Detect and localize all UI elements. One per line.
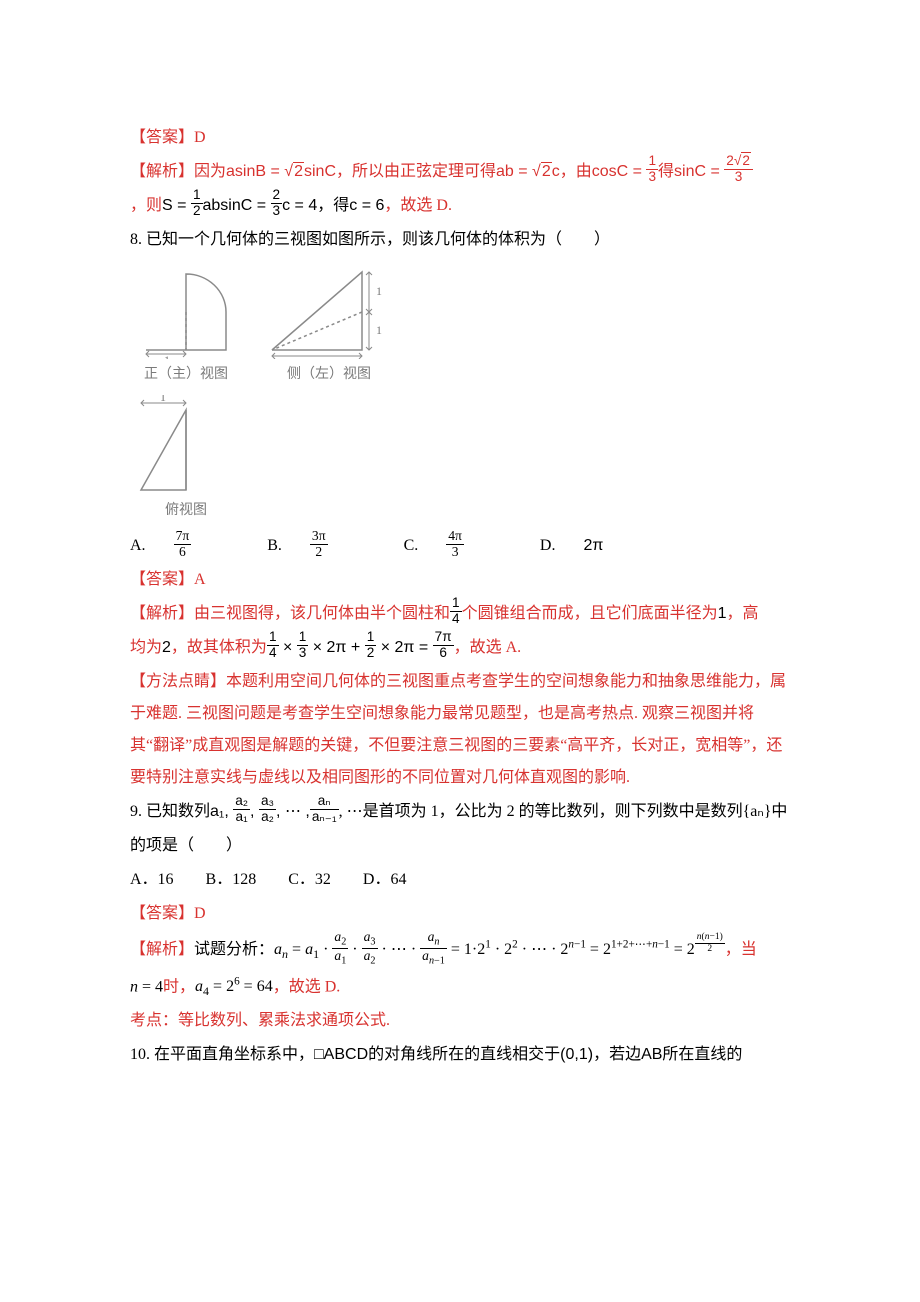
text: 已知数列 <box>146 803 210 820</box>
text: 的对角线所在的直线相交于 <box>368 1046 560 1063</box>
front-view-svg: 1 <box>136 264 236 359</box>
q9-analysis-line2: n = 4时，a4 = 26 = 64，故选 D. <box>130 971 790 1004</box>
eq: S = 12absinC = 23c = 4，得c = 6 <box>162 197 384 214</box>
text: , ⋯是首项为 1，公比为 2 的等比数列，则下列数中是数列{aₙ}中 <box>339 803 788 820</box>
text: 在平面直角坐标系中， <box>154 1046 314 1063</box>
fig-label: 侧（左）视图 <box>264 361 394 389</box>
method-label: 【方法点睛】 <box>130 673 226 690</box>
text: 因为 <box>194 163 226 180</box>
text: ，故其体积为 <box>171 639 267 656</box>
eq: n = 4 <box>130 978 163 995</box>
svg-text:1: 1 <box>376 284 382 298</box>
text: ，若边 <box>593 1046 641 1063</box>
answer-label: 【答案】 <box>130 905 194 922</box>
q8-method: 【方法点睛】本题利用空间几何体的三视图重点考查学生的空间想象能力和抽象思维能力，… <box>130 666 790 794</box>
eq: asinB = 2sinC <box>226 163 336 180</box>
svg-text:1: 1 <box>164 353 170 359</box>
q-text: 已知一个几何体的三视图如图所示，则该几何体的体积为（ ） <box>146 231 610 248</box>
text: 所在直线的 <box>662 1046 742 1063</box>
point: (0,1) <box>560 1046 593 1063</box>
svg-text:2: 2 <box>314 357 320 359</box>
fig-label: 俯视图 <box>136 497 236 525</box>
svg-text:1: 1 <box>376 323 382 337</box>
side-view-svg: 1 1 2 <box>264 264 394 359</box>
answer-label: 【答案】 <box>130 129 194 146</box>
value: 2 <box>162 639 171 656</box>
q-number: 8. <box>130 231 146 248</box>
q9-analysis: 【解析】试题分析：an = a1 · a2a1 · a3a2 · ⋯ · ana… <box>130 932 790 969</box>
text: 均为 <box>130 639 162 656</box>
symbol: AB <box>641 1046 662 1063</box>
text: ，当 <box>725 941 757 958</box>
eq: sinC = 223 <box>674 163 753 180</box>
choice-b: B. 3π2 <box>267 537 375 554</box>
q9-stem-line2: 的项是（ ） <box>130 830 790 862</box>
eq: ab = 2c <box>496 163 560 180</box>
answer-letter: A <box>194 571 206 588</box>
q8-figures: 1 正（主）视图 <box>136 264 790 526</box>
answer-7-analysis-line2: ，则S = 12absinC = 23c = 4，得c = 6，故选 D. <box>130 190 790 222</box>
choice-c: C. 4π3 <box>404 537 512 554</box>
analysis-label: 【解析】 <box>130 605 194 622</box>
front-view-figure: 1 正（主）视图 <box>136 264 236 389</box>
analysis-label: 【解析】 <box>130 941 194 958</box>
answer-7-label: 【答案】D <box>130 122 790 154</box>
text: ，由 <box>560 163 592 180</box>
q8-analysis-line1: 【解析】由三视图得，该几何体由半个圆柱和14个圆锥组合而成，且它们底面半径为1，… <box>130 598 790 630</box>
q8-answer: 【答案】A <box>130 564 790 596</box>
analysis-label: 【解析】 <box>130 163 194 180</box>
q9-kaodian: 考点：等比数列、累乘法求通项公式. <box>130 1005 790 1037</box>
text: ，高 <box>727 605 759 622</box>
text: ，故选 D. <box>273 978 341 995</box>
q10-stem: 10. 在平面直角坐标系中，□ABCD的对角线所在的直线相交于(0,1)，若边A… <box>130 1039 790 1071</box>
choice-d: D. 2π <box>540 537 628 554</box>
side-view-figure: 1 1 2 侧（左）视图 <box>264 264 394 389</box>
symbol: □ABCD <box>314 1046 368 1063</box>
q9-answer: 【答案】D <box>130 898 790 930</box>
fig-label: 正（主）视图 <box>136 361 236 389</box>
volume-formula: 14 × 13 × 2π + 12 × 2π = 7π6 <box>267 639 454 656</box>
q8-stem: 8. 已知一个几何体的三视图如图所示，则该几何体的体积为（ ） <box>130 224 790 256</box>
answer-letter: D <box>194 129 206 146</box>
q-number: 10. <box>130 1046 154 1063</box>
answer-7-analysis-line1: 【解析】因为asinB = 2sinC，所以由正弦定理可得ab = 2c，由co… <box>130 156 790 188</box>
q9-choices: A．16 B．128 C．32 D．64 <box>130 864 790 896</box>
eq: cosC = 13 <box>592 163 658 180</box>
value: 1 <box>718 605 727 622</box>
text: 个圆锥组合而成，且它们底面半径为 <box>462 605 718 622</box>
formula: an = a1 · a2a1 · a3a2 · ⋯ · anan−1 = 1·2… <box>274 941 725 958</box>
text: 由三视图得，该几何体由半个圆柱和 <box>194 605 450 622</box>
text: 时， <box>163 978 195 995</box>
q-number: 9. <box>130 803 146 820</box>
text: 试题分析： <box>194 941 274 958</box>
text: 的项是（ ） <box>130 837 242 854</box>
q9-stem-line1: 9. 已知数列a₁, a₂a₁, a₃a₂, ⋯ ,aₙaₙ₋₁, ⋯是首项为 … <box>130 796 790 828</box>
text: ，故选 D. <box>384 197 452 214</box>
q8-analysis-line2: 均为2，故其体积为14 × 13 × 2π + 12 × 2π = 7π6，故选… <box>130 632 790 664</box>
choice-a: A. 7π6 <box>130 537 239 554</box>
sequence: a₁, a₂a₁, a₃a₂, ⋯ ,aₙaₙ₋₁ <box>210 803 339 820</box>
text: ，故选 A. <box>454 639 522 656</box>
q8-choices: A. 7π6 B. 3π2 C. 4π3 D. 2π <box>130 530 790 562</box>
eq: a4 = 26 = 64 <box>195 978 273 995</box>
top-view-svg: 1 <box>136 395 236 495</box>
top-view-figure: 1 俯视图 <box>136 395 236 525</box>
svg-text:1: 1 <box>160 395 166 404</box>
text: 得 <box>658 163 674 180</box>
answer-letter: D <box>194 905 206 922</box>
answer-label: 【答案】 <box>130 571 194 588</box>
method-text: 本题利用空间几何体的三视图重点考查学生的空间想象能力和抽象思维能力，属于难题. … <box>130 673 786 786</box>
frac: 14 <box>450 605 462 622</box>
text: ，则 <box>130 197 162 214</box>
text: ，所以由正弦定理可得 <box>336 163 496 180</box>
